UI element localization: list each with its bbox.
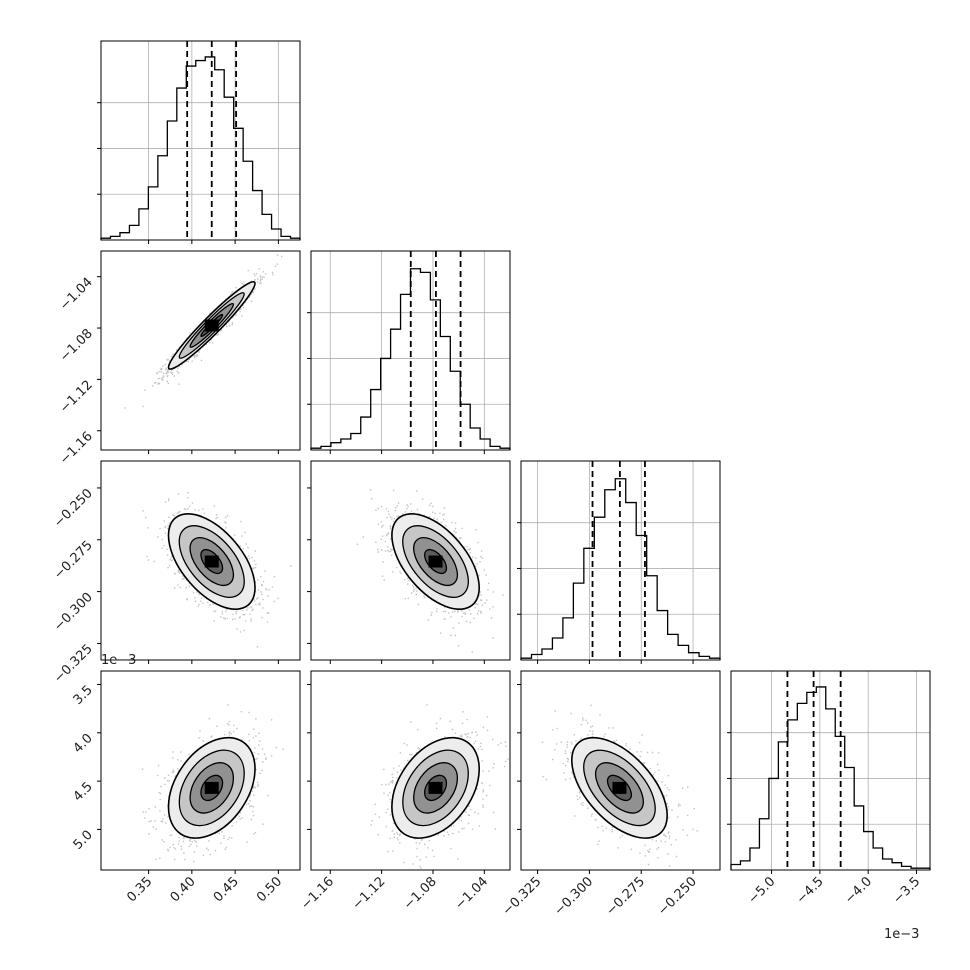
density-peak-3-0 — [204, 781, 219, 794]
y-tick-label-1-3: −1.04 — [57, 275, 96, 314]
pair-panel-bg-1-0 — [101, 251, 300, 450]
hist-panel-1 — [307, 250, 511, 454]
hist-panel-bg-2 — [521, 461, 720, 660]
y-tick-label-2-0: −0.325 — [51, 642, 96, 687]
pair-inner-3-2 — [541, 704, 698, 867]
hist-panel-bg-3 — [731, 671, 930, 870]
y-tick-label-2-2: −0.275 — [51, 538, 96, 583]
x-tick-label-3-3: −3.5 — [890, 874, 923, 907]
row-exponent-label: 1e−3 — [101, 653, 136, 668]
hist-panel-bg-0 — [101, 41, 300, 240]
labels-layer: 1e−3 1e−3 — [101, 653, 919, 942]
y-tick-label-2-1: −0.300 — [51, 590, 96, 635]
x-tick-label-3-1: −4.5 — [794, 874, 827, 907]
pair-panel-2-0 — [97, 460, 301, 664]
x-tick-label-2-2: −0.275 — [603, 874, 648, 919]
pair-panel-frame-3-2 — [520, 670, 721, 871]
density-peak-1-0 — [204, 319, 219, 332]
hist-panel-frame-2 — [520, 460, 721, 661]
pair-inner-2-1 — [356, 489, 504, 653]
x-tick-label-1-2: −1.08 — [401, 874, 440, 913]
y-tick-label-2-3: −0.250 — [51, 486, 96, 531]
pair-inner-2-0 — [142, 492, 292, 648]
pair-panel-frame-2-1 — [310, 460, 511, 661]
y-tick-label-1-2: −1.08 — [57, 326, 96, 365]
y-tick-label-3-2: 4.0 — [71, 731, 96, 756]
density-peak-2-1 — [428, 555, 443, 568]
pair-inner-1-0 — [124, 254, 283, 409]
pair-inner-3-1 — [370, 704, 509, 869]
hist-step-line-0 — [100, 56, 301, 240]
x-tick-label-1-1: −1.12 — [350, 874, 389, 913]
hist-panel-3 — [727, 670, 931, 874]
y-tick-label-1-1: −1.12 — [57, 378, 96, 417]
hist-panel-frame-1 — [310, 250, 511, 451]
x-tick-label-0-0: 0.35 — [124, 874, 155, 905]
density-peak-3-1 — [428, 781, 443, 794]
hist-panel-0 — [97, 40, 301, 244]
pair-panel-frame-1-0 — [100, 250, 301, 451]
x-tick-label-1-0: −1.16 — [298, 874, 337, 913]
y-tick-label-3-1: 4.5 — [71, 779, 96, 804]
x-tick-label-3-0: −5.0 — [745, 874, 778, 907]
density-peak-3-2 — [612, 781, 627, 794]
x-tick-label-2-1: −0.300 — [552, 874, 597, 919]
y-tick-label-3-3: 3.5 — [71, 683, 96, 708]
x-tick-label-3-2: −4.0 — [842, 874, 875, 907]
x-tick-label-1-3: −1.04 — [452, 874, 491, 913]
x-tick-label-2-3: −0.250 — [655, 874, 700, 919]
density-peak-2-0 — [204, 555, 219, 568]
hist-step-line-2 — [520, 478, 721, 660]
pair-panel-frame-3-0 — [100, 670, 301, 871]
hist-panel-frame-3 — [730, 670, 931, 871]
hist-panel-2 — [517, 460, 721, 664]
pair-panel-3-0 — [97, 670, 301, 874]
x-tick-label-2-0: −0.325 — [500, 874, 545, 919]
y-tick-label-3-0: 5.0 — [71, 828, 96, 853]
pair-panel-3-1 — [307, 670, 511, 874]
pair-panel-1-0 — [97, 250, 301, 454]
pair-panel-2-1 — [307, 460, 511, 664]
hist-panel-frame-0 — [100, 40, 301, 241]
pair-panel-frame-3-1 — [310, 670, 511, 871]
pair-inner-3-0 — [141, 704, 284, 863]
col-exponent-label: 1e−3 — [884, 927, 919, 942]
hist-step-line-3 — [730, 686, 931, 870]
panels-layer: 0.35 0.40 0.45 0.50 −1.16 −1.12 −1.08 −1.04 −0.3… — [51, 40, 931, 919]
pair-panel-3-2 — [517, 670, 721, 874]
x-tick-label-0-3: 0.50 — [254, 874, 285, 905]
x-tick-label-0-2: 0.45 — [211, 874, 242, 905]
y-tick-label-1-0: −1.16 — [57, 429, 96, 468]
pair-panel-frame-2-0 — [100, 460, 301, 661]
x-tick-label-0-1: 0.40 — [168, 874, 199, 905]
